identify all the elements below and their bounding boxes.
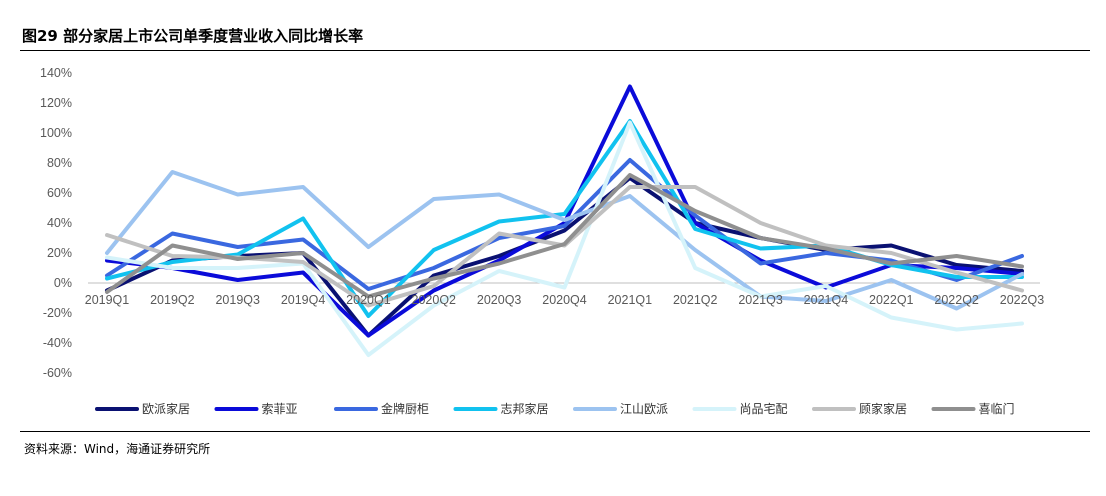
- x-tick-label: 2022Q2: [934, 293, 979, 307]
- legend-label: 索菲亚: [262, 402, 298, 416]
- legend-label: 顾家家居: [859, 401, 907, 416]
- y-tick-label: 0%: [54, 276, 72, 290]
- y-tick-label: 20%: [47, 246, 72, 260]
- x-axis: 2019Q1 2019Q2 2019Q3 2019Q4 2020Q1 2020Q2 2020…: [85, 293, 1045, 307]
- y-tick-label: 140%: [40, 66, 72, 80]
- x-tick-label: 2022Q1: [869, 293, 914, 307]
- x-tick-label: 2020Q1: [346, 293, 391, 307]
- legend-label: 金牌厨柜: [381, 401, 429, 416]
- y-tick-label: -40%: [43, 336, 72, 350]
- title-bar: 图29 部分家居上市公司单季度营业收入同比增长率: [20, 20, 1090, 51]
- legend-label: 尚品宅配: [740, 401, 788, 416]
- x-tick-label: 2019Q3: [215, 293, 260, 307]
- chart-svg: -60% -40% -20% 0% 20% 40% 60% 80% 100% 120% 140% 2…: [40, 66, 1045, 416]
- series-line-8: [105, 173, 1024, 299]
- y-tick-label: 100%: [40, 126, 72, 140]
- x-tick-label: 2021Q3: [738, 293, 783, 307]
- y-tick-label: 40%: [47, 216, 72, 230]
- x-tick-label: 2021Q1: [608, 293, 653, 307]
- series-group: [105, 84, 1024, 357]
- series-line-6: [105, 120, 1024, 357]
- x-tick-label: 2020Q2: [412, 293, 457, 307]
- x-tick-label: 2019Q4: [281, 293, 326, 307]
- chart-title: 图29 部分家居上市公司单季度营业收入同比增长率: [22, 27, 364, 45]
- series-line-2: [105, 84, 1024, 338]
- x-tick-label: 2022Q3: [1000, 293, 1045, 307]
- y-tick-label: 60%: [47, 186, 72, 200]
- y-tick-label: 120%: [40, 96, 72, 110]
- x-tick-label: 2019Q1: [85, 293, 130, 307]
- source-note: 资料来源：Wind，海通证券研究所: [24, 442, 211, 456]
- y-tick-label: -60%: [43, 366, 72, 380]
- x-tick-label: 2019Q2: [150, 293, 195, 307]
- legend-label: 喜临门: [979, 401, 1015, 416]
- x-tick-label: 2021Q2: [673, 293, 718, 307]
- x-tick-label: 2020Q4: [542, 293, 587, 307]
- y-tick-label: 80%: [47, 156, 72, 170]
- x-tick-label: 2021Q4: [804, 293, 849, 307]
- bottom-rule: [20, 431, 1090, 432]
- x-tick-label: 2020Q3: [477, 293, 522, 307]
- y-tick-label: -20%: [43, 306, 72, 320]
- legend-label: 欧派家居: [142, 401, 190, 416]
- series-line-3: [105, 158, 1024, 291]
- legend-label: 江山欧派: [620, 402, 668, 416]
- series-line-5: [105, 170, 1024, 311]
- legend: 欧派家居 索菲亚 金牌厨柜 志邦家居 江山欧派 尚品宅配 顾家家居 喜临门: [95, 401, 1015, 416]
- legend-label: 志邦家居: [501, 401, 549, 416]
- y-axis: -60% -40% -20% 0% 20% 40% 60% 80% 100% 120% 140%: [40, 66, 72, 380]
